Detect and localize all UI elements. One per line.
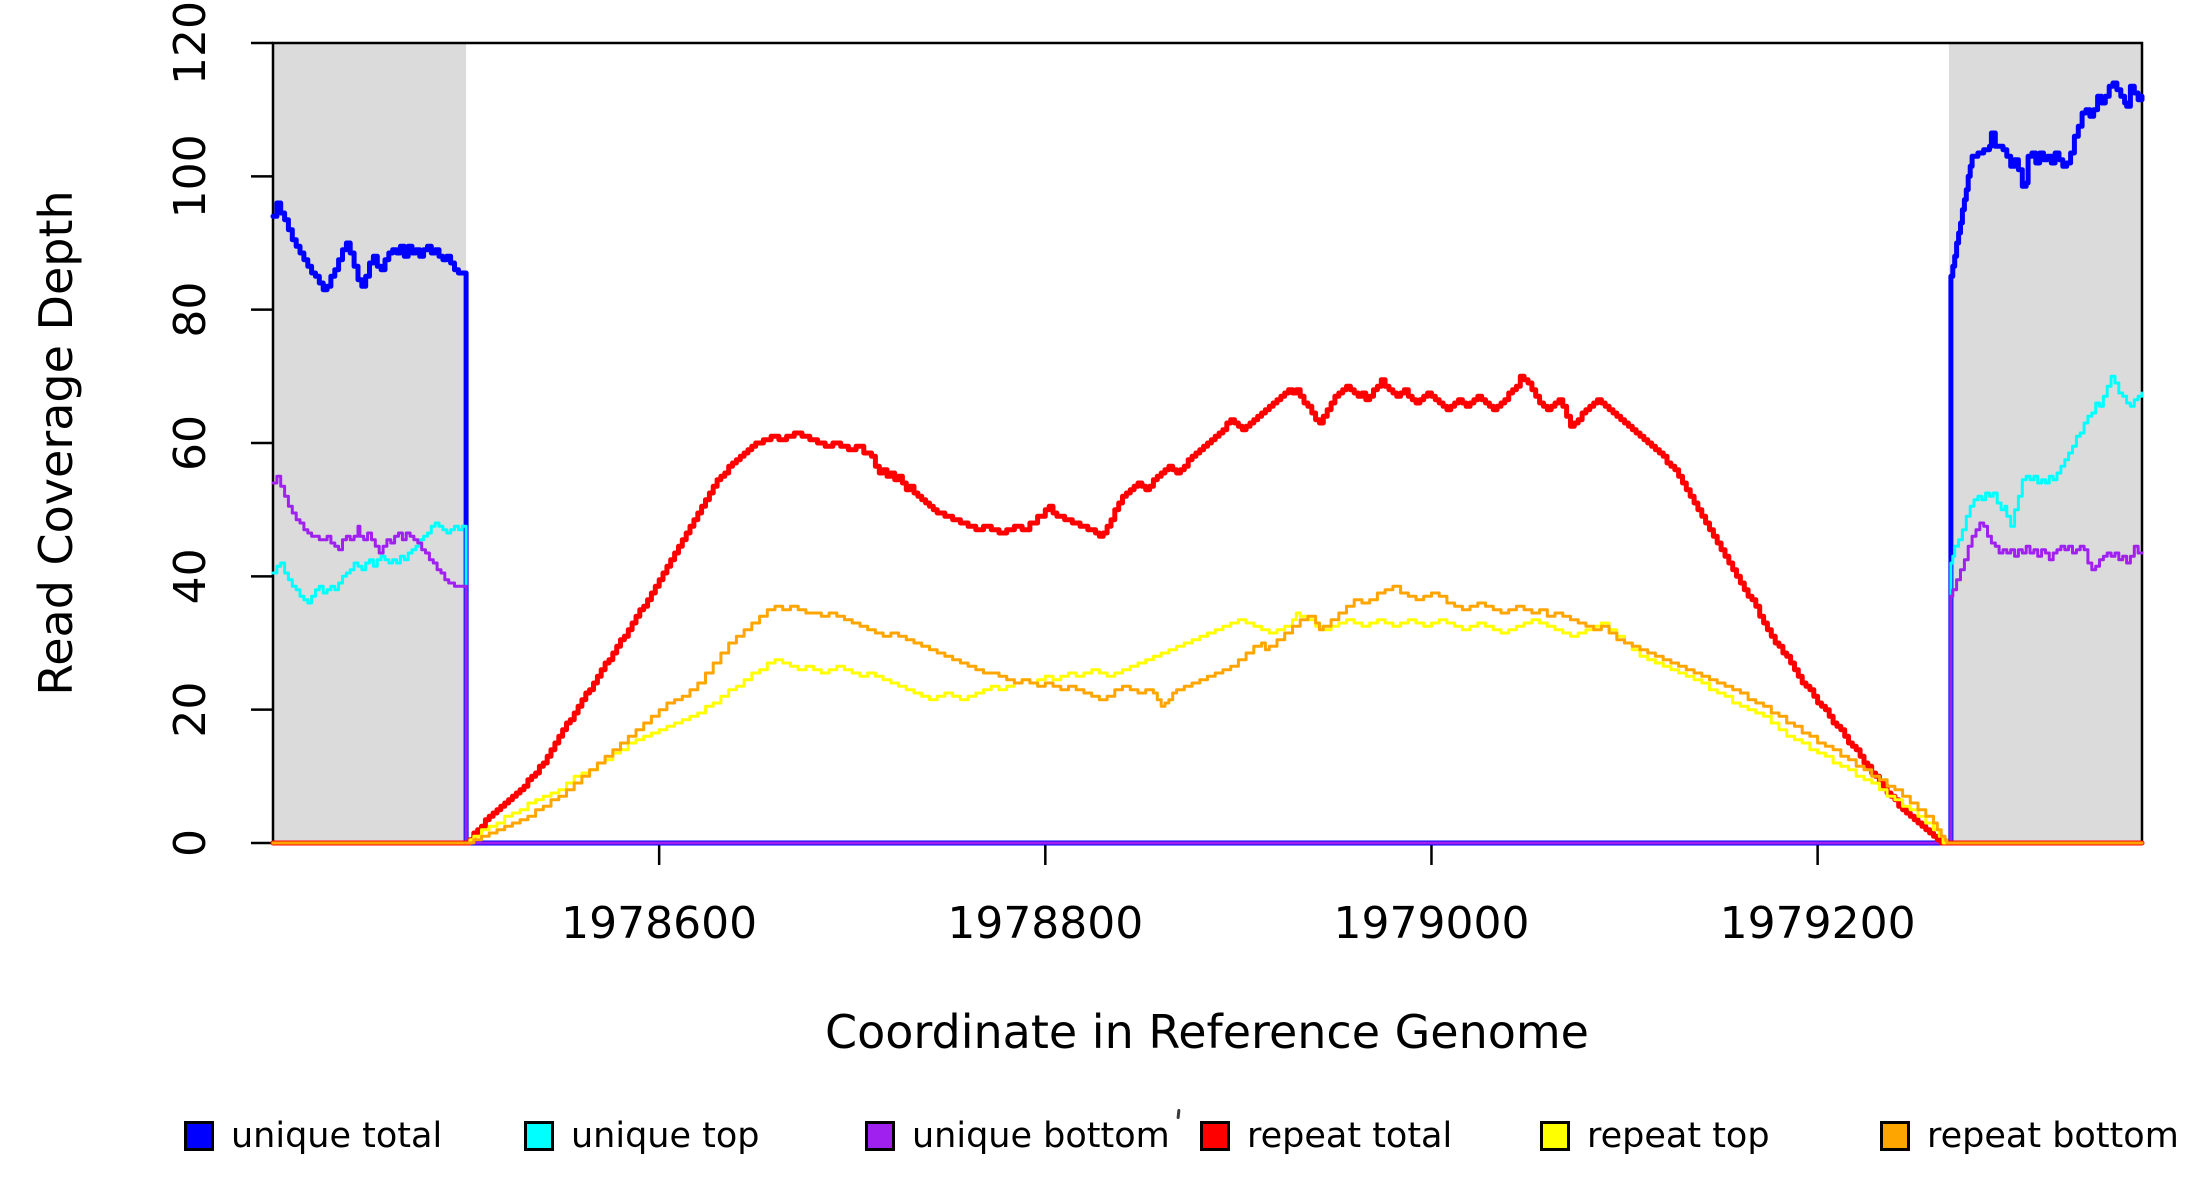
y-tick-label: 0 bbox=[165, 829, 216, 857]
y-tick-label: 20 bbox=[165, 682, 216, 738]
y-tick-label: 80 bbox=[165, 282, 216, 338]
y-tick-label: 120 bbox=[165, 1, 216, 85]
shaded-regions-layer bbox=[273, 43, 2142, 843]
y-tick-label: 60 bbox=[165, 415, 216, 471]
axis-ticks-layer: 1978600 1978800 1979000 1979200 0 20 40 60 80 100… bbox=[165, 1, 1916, 949]
y-axis-title: Read Coverage Depth bbox=[29, 190, 83, 695]
x-tick-label: 1979200 bbox=[1720, 898, 1916, 949]
x-tick-label: 1978800 bbox=[947, 898, 1143, 949]
shaded-flank-region bbox=[273, 43, 467, 843]
series-line-unique-total bbox=[270, 80, 2145, 846]
series-line-repeat-total bbox=[270, 373, 2145, 846]
series-line-unique-bottom bbox=[271, 474, 2144, 845]
y-tick-label: 40 bbox=[165, 548, 216, 604]
y-tick-label: 100 bbox=[165, 134, 216, 218]
series-line-repeat-top bbox=[271, 611, 2144, 845]
series-line-repeat-bottom bbox=[271, 584, 2144, 845]
x-tick-label: 1979000 bbox=[1333, 898, 1529, 949]
series-lines-layer bbox=[270, 80, 2145, 846]
shaded-flank-region bbox=[1948, 43, 2142, 843]
x-axis-title: Coordinate in Reference Genome bbox=[825, 1005, 1589, 1059]
x-tick-label: 1978600 bbox=[561, 898, 757, 949]
